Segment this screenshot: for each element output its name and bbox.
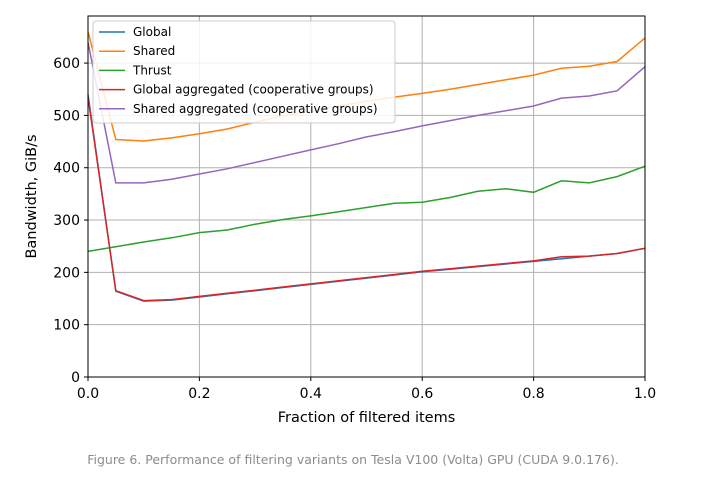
series-line-shared-aggregated-cooperative-groups: [87, 42, 646, 184]
legend-entry: Thrust: [132, 63, 172, 77]
legend-entry: Shared: [133, 44, 175, 58]
series-line-global: [87, 94, 646, 302]
chart: 0.0 0.2 0.4 0.6 0.8 1.0 0 100 200 300 400 500 600 Fr…: [24, 15, 656, 426]
x-tick-label: 0.4: [300, 386, 322, 402]
x-tick-label: 0.8: [522, 386, 544, 402]
y-tick-label: 400: [53, 161, 80, 177]
y-axis-label: Bandwidth, GiB/s: [24, 134, 40, 258]
legend: Global Shared Thrust Global aggregated (coo…: [92, 20, 396, 124]
x-tick-label: 1.0: [634, 386, 656, 402]
series-line-global-aggregated-cooperative-groups: [87, 96, 646, 302]
x-axis-label: Fraction of filtered items: [278, 410, 456, 426]
series-lines: [87, 31, 646, 302]
x-tick-label: 0.0: [77, 386, 99, 402]
axis-ticks: 0.0 0.2 0.4 0.6 0.8 1.0 0 100 200 300 400 500 600: [53, 56, 656, 402]
y-tick-label: 100: [53, 318, 80, 334]
x-tick-label: 0.6: [411, 386, 433, 402]
y-tick-label: 500: [53, 108, 80, 124]
plot-frame: [87, 15, 646, 378]
y-tick-label: 300: [53, 213, 80, 229]
series-line-thrust: [87, 165, 646, 253]
x-tick-label: 0.2: [188, 386, 210, 402]
legend-entry: Shared aggregated (cooperative groups): [133, 102, 378, 116]
y-tick-label: 200: [53, 265, 80, 281]
legend-box: [92, 20, 396, 124]
y-tick-label: 600: [53, 56, 80, 72]
y-tick-label: 0: [71, 370, 80, 386]
figure-caption: Figure 6. Performance of filtering varia…: [87, 452, 619, 467]
legend-entry: Global: [133, 25, 171, 39]
legend-entry: Global aggregated (cooperative groups): [133, 83, 374, 97]
